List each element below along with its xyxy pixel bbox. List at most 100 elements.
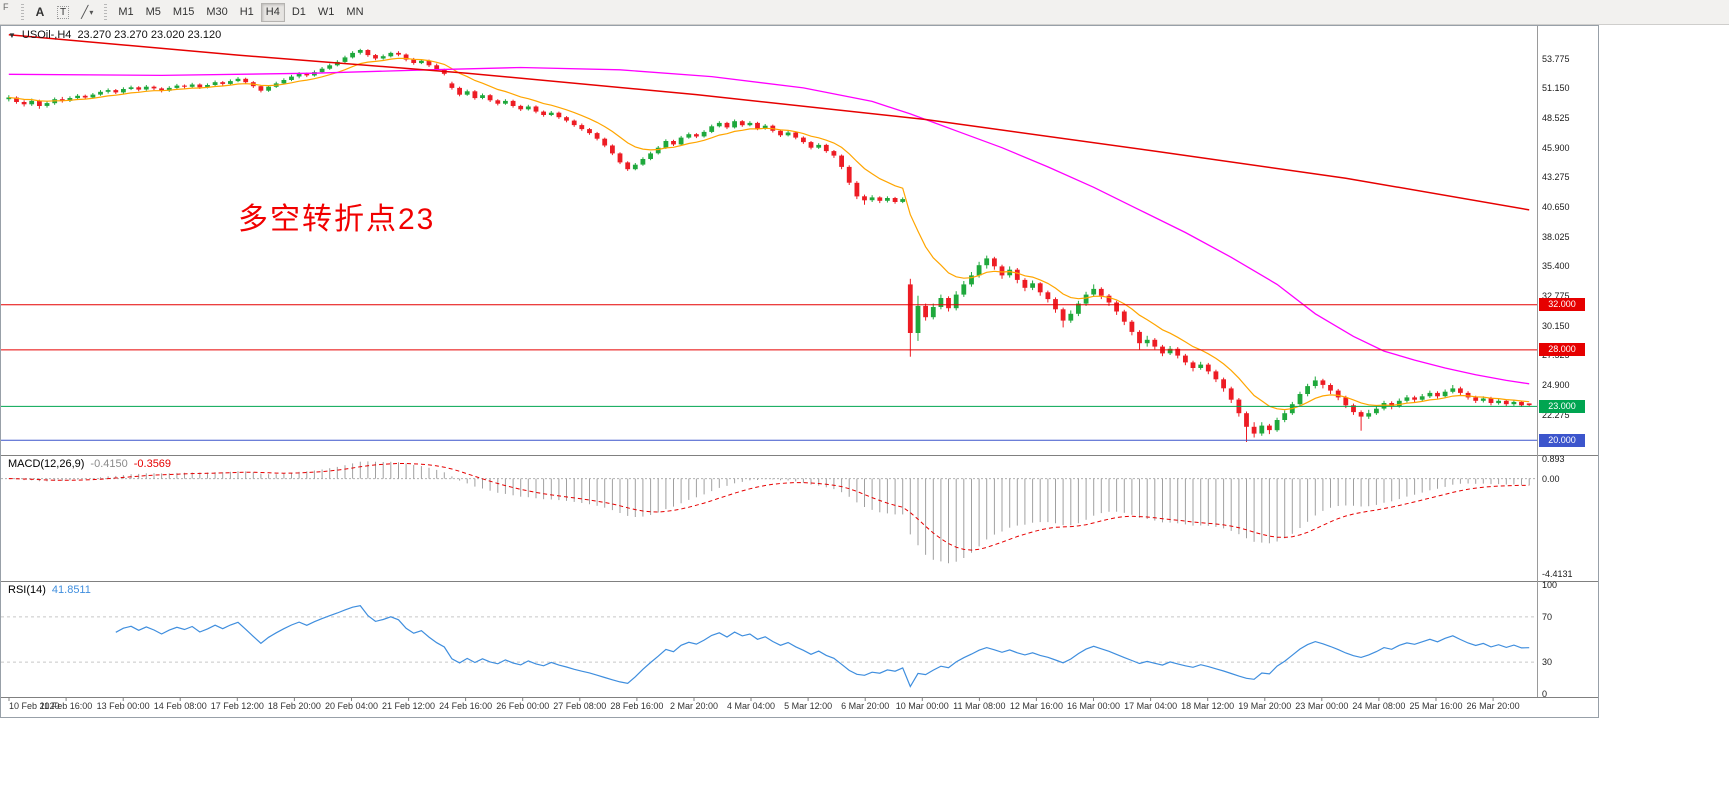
candle-body [1358, 412, 1364, 417]
candle-body [281, 80, 287, 84]
timeframe-M1-button[interactable]: M1 [113, 3, 138, 22]
macd-axis-label: -4.4131 [1542, 568, 1573, 579]
chart-canvas[interactable] [1, 26, 1598, 717]
toolbar: F A T ╱ ▾ M1 M5 M15 M30 H1 H4 D1 W1 MN [0, 0, 1729, 25]
candle-body [1045, 292, 1051, 300]
timeframe-D1-button[interactable]: D1 [287, 3, 311, 22]
timeframe-H1-button[interactable]: H1 [235, 3, 259, 22]
candle-body [969, 275, 974, 285]
candle-body [923, 305, 928, 318]
candle-body [151, 86, 157, 89]
candle-body [480, 95, 485, 98]
candle-body [610, 145, 615, 154]
time-label: 4 Mar 04:00 [727, 701, 776, 711]
timeframe-M15-button[interactable]: M15 [168, 3, 199, 22]
candle-body [694, 134, 699, 137]
candle-body [182, 85, 187, 87]
timeframe-M30-button[interactable]: M30 [201, 3, 232, 22]
timeframe-M5-button[interactable]: M5 [141, 3, 166, 22]
candle-body [197, 84, 203, 88]
toolbar-grip[interactable] [104, 4, 108, 20]
time-label: 26 Feb 00:00 [496, 701, 550, 711]
candle-body [525, 106, 531, 110]
chevron-down-icon: ▾ [89, 7, 94, 17]
time-label: 11 Feb 16:00 [39, 701, 93, 711]
candle-body [808, 142, 814, 148]
price-tag: 20.000 [1539, 433, 1585, 447]
text-tool-button[interactable]: A [30, 2, 50, 22]
candle-body [350, 52, 355, 58]
rsi-name: RSI(14) [8, 584, 46, 596]
candle-body [984, 258, 990, 266]
y-axis-label: 30.150 [1542, 320, 1570, 331]
candle-body [1190, 362, 1196, 368]
timeframe-W1-button[interactable]: W1 [313, 3, 340, 22]
candle-body [816, 144, 822, 148]
candle-body [1480, 398, 1486, 401]
candle-body [701, 131, 707, 137]
macd-indicator-label: MACD(12,26,9) -0.4150 -0.3569 [8, 458, 171, 470]
time-label: 19 Mar 20:00 [1238, 701, 1292, 711]
candle-body [121, 89, 126, 93]
candle-body [449, 83, 455, 88]
candle-body [1152, 339, 1158, 347]
candle-body [1267, 425, 1272, 431]
time-label: 2 Mar 20:00 [669, 701, 718, 711]
collapse-icon[interactable]: ▼ [8, 30, 16, 40]
candle-body [1244, 413, 1249, 427]
macd-signal-value: -0.3569 [133, 458, 172, 470]
candle-body [793, 132, 799, 138]
toolbar-grip[interactable] [21, 4, 24, 20]
candle-body [1511, 401, 1517, 405]
candle-body [885, 198, 890, 201]
time-label: 6 Mar 20:00 [841, 701, 890, 711]
candle-body [6, 97, 12, 100]
candle-body [1213, 371, 1219, 380]
candle-body [128, 87, 134, 89]
time-label: 24 Feb 16:00 [439, 701, 493, 711]
candle-body [1496, 400, 1501, 404]
time-label: 26 Mar 20:00 [1466, 701, 1520, 711]
candle-body [1503, 400, 1509, 405]
candle-body [98, 91, 103, 95]
candle-body [90, 94, 96, 98]
candle-body [564, 117, 569, 121]
candle-body [296, 73, 302, 77]
label-tool-button[interactable]: T [52, 2, 74, 22]
candle-body [877, 197, 883, 201]
candle-body [946, 298, 951, 309]
candle-body [289, 76, 294, 80]
candle-body [143, 86, 149, 90]
candle-body [1167, 348, 1173, 354]
candle-body [426, 60, 432, 66]
timeframe-H4-button[interactable]: H4 [260, 2, 285, 22]
chart-window[interactable]: ▼ USOil-,H4 23.270 23.270 23.020 23.120 … [0, 25, 1599, 718]
candle-body [243, 78, 249, 83]
candle-body [166, 87, 172, 91]
candle-body [602, 138, 608, 146]
trendline-tool-button[interactable]: ╱ ▾ [76, 2, 98, 22]
time-label: 23 Mar 00:00 [1295, 701, 1349, 711]
candle-body [587, 129, 592, 134]
candle-body [900, 199, 906, 202]
ma-fast-line [8, 57, 1530, 411]
candle-body [617, 153, 623, 163]
time-label: 16 Mar 00:00 [1066, 701, 1121, 711]
candle-body [961, 284, 967, 295]
candle-body [1312, 380, 1318, 386]
macd-name: MACD(12,26,9) [8, 458, 85, 470]
candle-body [548, 112, 554, 115]
candle-body [464, 91, 470, 95]
timeframe-MN-button[interactable]: MN [341, 3, 368, 22]
macd-axis-label: 0.00 [1542, 473, 1560, 484]
ma-slow-line [8, 34, 1530, 211]
candle-body [1374, 408, 1379, 414]
candle-body [1442, 391, 1448, 397]
candle-body [487, 95, 493, 101]
candle-body [709, 126, 715, 132]
candle-body [571, 120, 577, 126]
candle-body [365, 50, 371, 56]
candle-body [579, 125, 585, 130]
candle-body [823, 144, 829, 152]
